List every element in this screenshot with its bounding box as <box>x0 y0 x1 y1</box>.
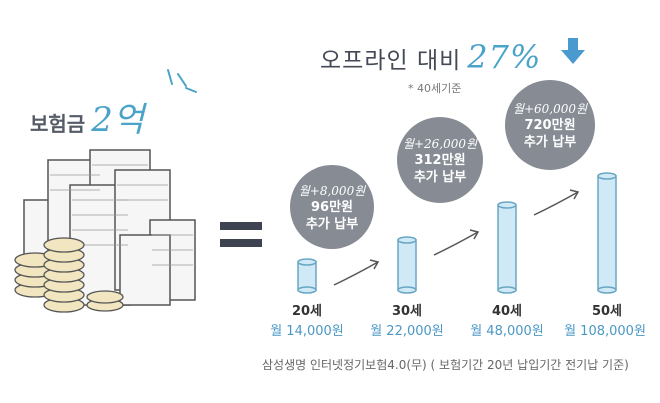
comparison-headline: 오프라인 대비 27% <box>320 38 541 76</box>
comparison-percent: 27% <box>467 38 542 76</box>
bubble-handwritten: 월+60,000원 <box>512 101 588 116</box>
age-label: 30세 <box>391 304 423 319</box>
money-stack-icon <box>23 149 196 306</box>
monthly-premium: 월 14,000원 <box>270 324 344 339</box>
age-note: * 40세기준 <box>408 82 462 95</box>
bubble-line1: 720만원 <box>524 117 576 133</box>
insurance-amount: 보험금 2억 <box>30 92 144 141</box>
bubble-line2: 추가 납부 <box>523 134 577 150</box>
monthly-premium: 월 108,000원 <box>564 324 646 339</box>
cylinder-30 <box>397 236 417 294</box>
bubble-handwritten: 월+26,000원 <box>402 136 478 151</box>
cylinder-40 <box>497 201 517 294</box>
equals-icon <box>220 222 262 247</box>
bubble-40: 월+26,000원 312만원 추가 납부 <box>397 117 483 203</box>
cylinder-50 <box>597 172 617 294</box>
insurance-value: 2억 <box>91 100 145 140</box>
sparkle-icon <box>167 69 197 93</box>
bubble-line2: 추가 납부 <box>305 216 359 232</box>
cylinder-20 <box>297 258 317 294</box>
age-label: 50세 <box>591 304 623 319</box>
insurance-label: 보험금 <box>30 112 86 136</box>
bubble-50: 월+60,000원 720만원 추가 납부 <box>505 80 595 170</box>
down-arrow-icon <box>561 38 585 64</box>
monthly-premium: 월 22,000원 <box>370 324 444 339</box>
bubble-line2: 추가 납부 <box>413 169 467 185</box>
curve-arrow-icon <box>333 189 580 286</box>
footer-note: 삼성생명 인터넷정기보험4.0(무) ( 보험기간 20년 납입기간 전기납 기… <box>262 358 629 372</box>
bubble-line1: 312만원 <box>414 152 466 168</box>
monthly-premium: 월 48,000원 <box>470 324 544 339</box>
bubble-line1: 96만원 <box>310 199 353 215</box>
coin-stack-icon <box>14 237 124 313</box>
bubble-handwritten: 월+8,000원 <box>298 183 366 198</box>
bar-cylinders <box>297 172 617 294</box>
age-label: 20세 <box>291 304 323 319</box>
comparison-label: 오프라인 대비 <box>320 48 462 74</box>
bubble-30: 월+8,000원 96만원 추가 납부 <box>290 165 374 249</box>
age-label: 40세 <box>491 304 523 319</box>
